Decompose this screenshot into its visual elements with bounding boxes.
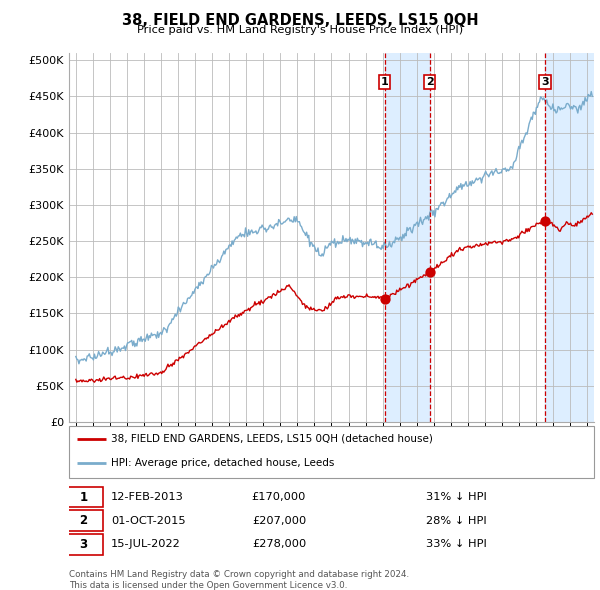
Text: Price paid vs. HM Land Registry's House Price Index (HPI): Price paid vs. HM Land Registry's House …	[137, 25, 463, 35]
FancyBboxPatch shape	[64, 510, 103, 531]
Text: £170,000: £170,000	[252, 492, 306, 502]
Point	[541, 216, 550, 225]
FancyBboxPatch shape	[69, 426, 594, 478]
Text: 28% ↓ HPI: 28% ↓ HPI	[426, 516, 487, 526]
Text: 2: 2	[425, 77, 433, 87]
FancyBboxPatch shape	[64, 487, 103, 507]
Text: 3: 3	[541, 77, 549, 87]
Text: HPI: Average price, detached house, Leeds: HPI: Average price, detached house, Leed…	[111, 458, 334, 468]
Text: 31% ↓ HPI: 31% ↓ HPI	[426, 492, 487, 502]
Text: 1: 1	[380, 77, 388, 87]
Text: 33% ↓ HPI: 33% ↓ HPI	[426, 539, 487, 549]
Text: Contains HM Land Registry data © Crown copyright and database right 2024.: Contains HM Land Registry data © Crown c…	[69, 570, 409, 579]
Text: 01-OCT-2015: 01-OCT-2015	[111, 516, 185, 526]
Text: 15-JUL-2022: 15-JUL-2022	[111, 539, 181, 549]
Text: £278,000: £278,000	[252, 539, 306, 549]
Text: This data is licensed under the Open Government Licence v3.0.: This data is licensed under the Open Gov…	[69, 581, 347, 589]
FancyBboxPatch shape	[64, 534, 103, 555]
Text: 38, FIELD END GARDENS, LEEDS, LS15 0QH: 38, FIELD END GARDENS, LEEDS, LS15 0QH	[122, 13, 478, 28]
Text: 3: 3	[79, 537, 88, 551]
Bar	[385, 53, 430, 422]
Point	[425, 267, 434, 277]
Text: 2: 2	[79, 514, 88, 527]
Text: 38, FIELD END GARDENS, LEEDS, LS15 0QH (detached house): 38, FIELD END GARDENS, LEEDS, LS15 0QH (…	[111, 434, 433, 444]
Point	[380, 294, 389, 304]
Text: 12-FEB-2013: 12-FEB-2013	[111, 492, 184, 502]
Text: 1: 1	[79, 490, 88, 504]
Bar	[545, 53, 596, 422]
Text: £207,000: £207,000	[252, 516, 306, 526]
